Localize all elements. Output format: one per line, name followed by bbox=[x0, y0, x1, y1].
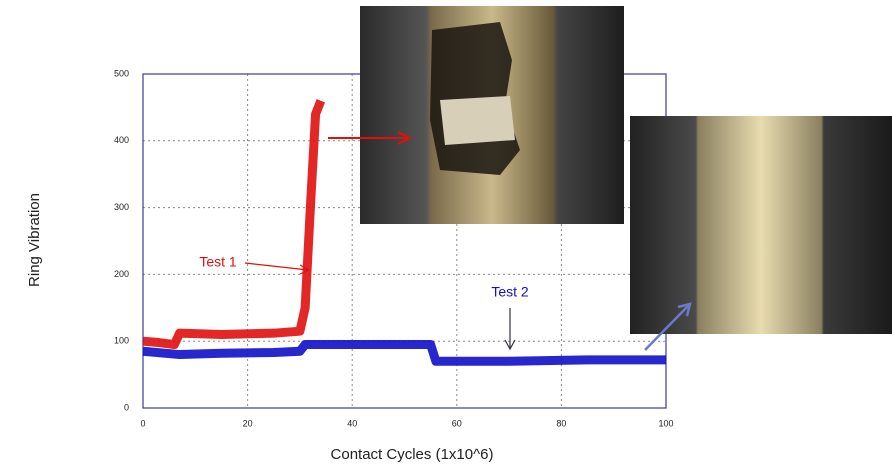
data-line bbox=[142, 99, 326, 350]
y-tick-label: 400 bbox=[114, 135, 129, 145]
x-tick-label: 80 bbox=[556, 418, 566, 428]
x-axis-label: Contact Cycles (1x10^6) bbox=[331, 446, 494, 463]
y-tick-label: 500 bbox=[114, 68, 129, 78]
y-tick-label: 300 bbox=[114, 202, 129, 212]
photo-damaged bbox=[360, 6, 624, 224]
x-tick-label: 0 bbox=[140, 418, 145, 428]
x-tick-label: 100 bbox=[658, 418, 673, 428]
series-annotation: Test 2 bbox=[491, 284, 529, 300]
x-tick-label: 40 bbox=[347, 418, 357, 428]
photo-intact bbox=[630, 116, 892, 334]
x-tick-label: 60 bbox=[452, 418, 462, 428]
series-annotation: Test 1 bbox=[199, 254, 237, 270]
y-tick-label: 0 bbox=[124, 402, 129, 412]
arrows bbox=[244, 131, 692, 351]
x-tick-label: 20 bbox=[243, 418, 253, 428]
y-axis-label: Ring Vibration bbox=[26, 193, 43, 287]
y-tick-label: 100 bbox=[114, 336, 129, 346]
y-tick-label: 200 bbox=[114, 269, 129, 279]
data-line bbox=[142, 340, 666, 366]
